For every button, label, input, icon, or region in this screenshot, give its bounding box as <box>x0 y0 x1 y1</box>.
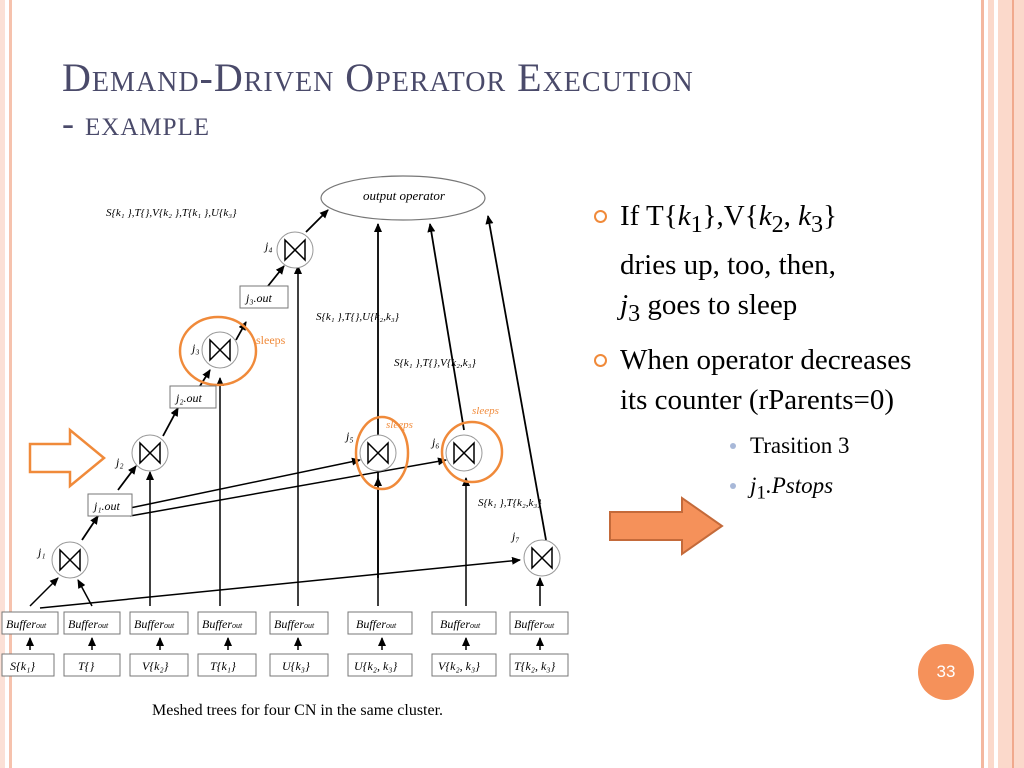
svg-text:V{k₂}: V{k₂} <box>142 659 169 673</box>
sleeps-label-j5: sleeps <box>386 419 413 431</box>
svg-text:Bufferout: Bufferout <box>68 617 109 631</box>
svg-text:T{k₁}: T{k₁} <box>210 659 236 673</box>
svg-text:Bufferout: Bufferout <box>440 617 481 631</box>
svg-text:Bufferout: Bufferout <box>202 617 243 631</box>
relation-box: U{k₂, k₃} <box>347 653 413 677</box>
buffer-up-lines <box>29 265 544 607</box>
join-label-j1: j₁ <box>36 545 46 559</box>
out-box-j2: j₂.out <box>169 385 217 409</box>
svg-text:Bufferout: Bufferout <box>134 617 175 631</box>
buffer-box: Bufferout <box>509 611 569 635</box>
bullet-item: If T{k1},V{k2, k3} dries up, too, then, … <box>594 196 924 334</box>
slide-title: Demand-Driven Operator Execution - examp… <box>62 56 694 144</box>
sub-bullet-item: j1.Pstops <box>728 466 924 514</box>
buffer-box: Bufferout <box>269 611 329 635</box>
join-label-j6: j₆ <box>430 435 440 449</box>
label-top-relations: S{k₁ },T{},V{k₂ },T{k₁ },U{k₃} <box>106 207 237 219</box>
svg-text:Bufferout: Bufferout <box>514 617 555 631</box>
join-labels: j₁ j₂ j₃ j₄ j₅ j₆ j₇ <box>36 239 520 559</box>
right-pointer-arrow <box>609 496 724 556</box>
buffer-box: Bufferout <box>197 611 257 635</box>
svg-text:T{}: T{} <box>78 659 94 673</box>
meshed-trees-diagram: output operator <box>1 175 569 677</box>
mesh-lines <box>39 457 521 609</box>
svg-text:U{k₃}: U{k₃} <box>282 659 310 673</box>
relation-box: T{k₂, k₃} <box>509 653 569 677</box>
sleeps-label-j6: sleeps <box>472 405 499 417</box>
out-box-j1: j₁.out <box>87 493 133 517</box>
join-node-j6 <box>445 434 483 472</box>
buffer-box: Bufferout <box>431 611 497 635</box>
join-node-j4 <box>276 231 314 269</box>
left-frame-stripes <box>0 0 14 768</box>
output-operator-label: output operator <box>363 188 446 203</box>
label-mid2-relations: S{k₁ },T{},V{k₂,k₃} <box>394 357 476 369</box>
out-box-j3: j₃.out <box>239 285 289 309</box>
relation-box: T{} <box>63 653 121 677</box>
join-node-j1 <box>51 541 89 579</box>
relation-row: S{k₁} T{} V{k₂} T{k₁} U{k₃} U{k₂, k₃} V{… <box>1 653 569 677</box>
right-frame-stripes <box>978 0 1024 768</box>
join-label-j4: j₄ <box>263 239 273 253</box>
main-chain-arrows <box>81 209 547 578</box>
svg-text:S{k₁}: S{k₁} <box>10 659 35 673</box>
page-number-badge: 33 <box>918 644 974 700</box>
join-label-j7: j₇ <box>510 529 520 543</box>
bullet-dot-icon <box>594 210 607 223</box>
svg-text:j₂.out: j₂.out <box>174 391 203 405</box>
sleeps-label-j3: sleeps <box>256 333 286 347</box>
sleep-ring-j5 <box>354 415 410 491</box>
svg-text:T{k₂, k₃}: T{k₂, k₃} <box>514 659 555 673</box>
svg-text:V{k₂, k₃}: V{k₂, k₃} <box>438 659 480 673</box>
join-node-j2 <box>131 434 169 472</box>
relation-box: V{k₂, k₃} <box>431 653 497 677</box>
svg-text:Bufferout: Bufferout <box>356 617 397 631</box>
join-node-j7 <box>523 539 561 577</box>
bullet-list: If T{k1},V{k2, k3} dries up, too, then, … <box>594 196 924 513</box>
sub-bullet-dot-icon <box>730 482 736 489</box>
label-right-relations: S{k₁ },T{k₂,k₃} <box>478 497 542 509</box>
join-label-j2: j₂ <box>114 455 124 469</box>
sub-bullet-dot-icon <box>730 442 736 449</box>
relation-box: V{k₂} <box>129 653 189 677</box>
sub-bullet-item: Trasition 3 <box>728 426 924 466</box>
sleep-ring-j3 <box>178 315 258 387</box>
buffer-box: Bufferout <box>129 611 189 635</box>
svg-text:j₃.out: j₃.out <box>244 291 273 305</box>
buffer-row: Bufferout Bufferout Bufferout Bufferout … <box>1 611 569 635</box>
join-node-j3 <box>201 331 239 369</box>
relation-box: T{k₁} <box>197 653 257 677</box>
title-line-2: - example <box>62 103 211 143</box>
svg-text:Bufferout: Bufferout <box>6 617 47 631</box>
bullet-dot-icon <box>594 353 607 367</box>
label-mid1-relations: S{k₁ },T{},U{k₂,k₃} <box>316 311 400 323</box>
figure-caption: Meshed trees for four CN in the same clu… <box>152 702 444 719</box>
relation-box: U{k₃} <box>269 653 329 677</box>
base-to-buffer-arrows <box>26 637 544 650</box>
left-pointer-arrow <box>28 427 106 489</box>
svg-text:U{k₂, k₃}: U{k₂, k₃} <box>354 659 397 673</box>
join-node-j5 <box>359 434 397 472</box>
relation-box: S{k₁} <box>1 653 55 677</box>
svg-text:j₁.out: j₁.out <box>92 499 121 513</box>
bullet-item: When operator decreases its counter (rPa… <box>594 340 924 420</box>
svg-text:Bufferout: Bufferout <box>274 617 315 631</box>
buffer-box: Bufferout <box>63 611 121 635</box>
title-line-1: Demand-Driven Operator Execution <box>62 55 694 100</box>
output-operator-node <box>320 175 486 221</box>
sleep-ring-j6 <box>440 420 504 484</box>
buffer-box: Bufferout <box>347 611 413 635</box>
buffer-box: Bufferout <box>1 611 59 635</box>
join-label-j5: j₅ <box>344 429 354 443</box>
join-label-j3: j₃ <box>190 341 200 355</box>
